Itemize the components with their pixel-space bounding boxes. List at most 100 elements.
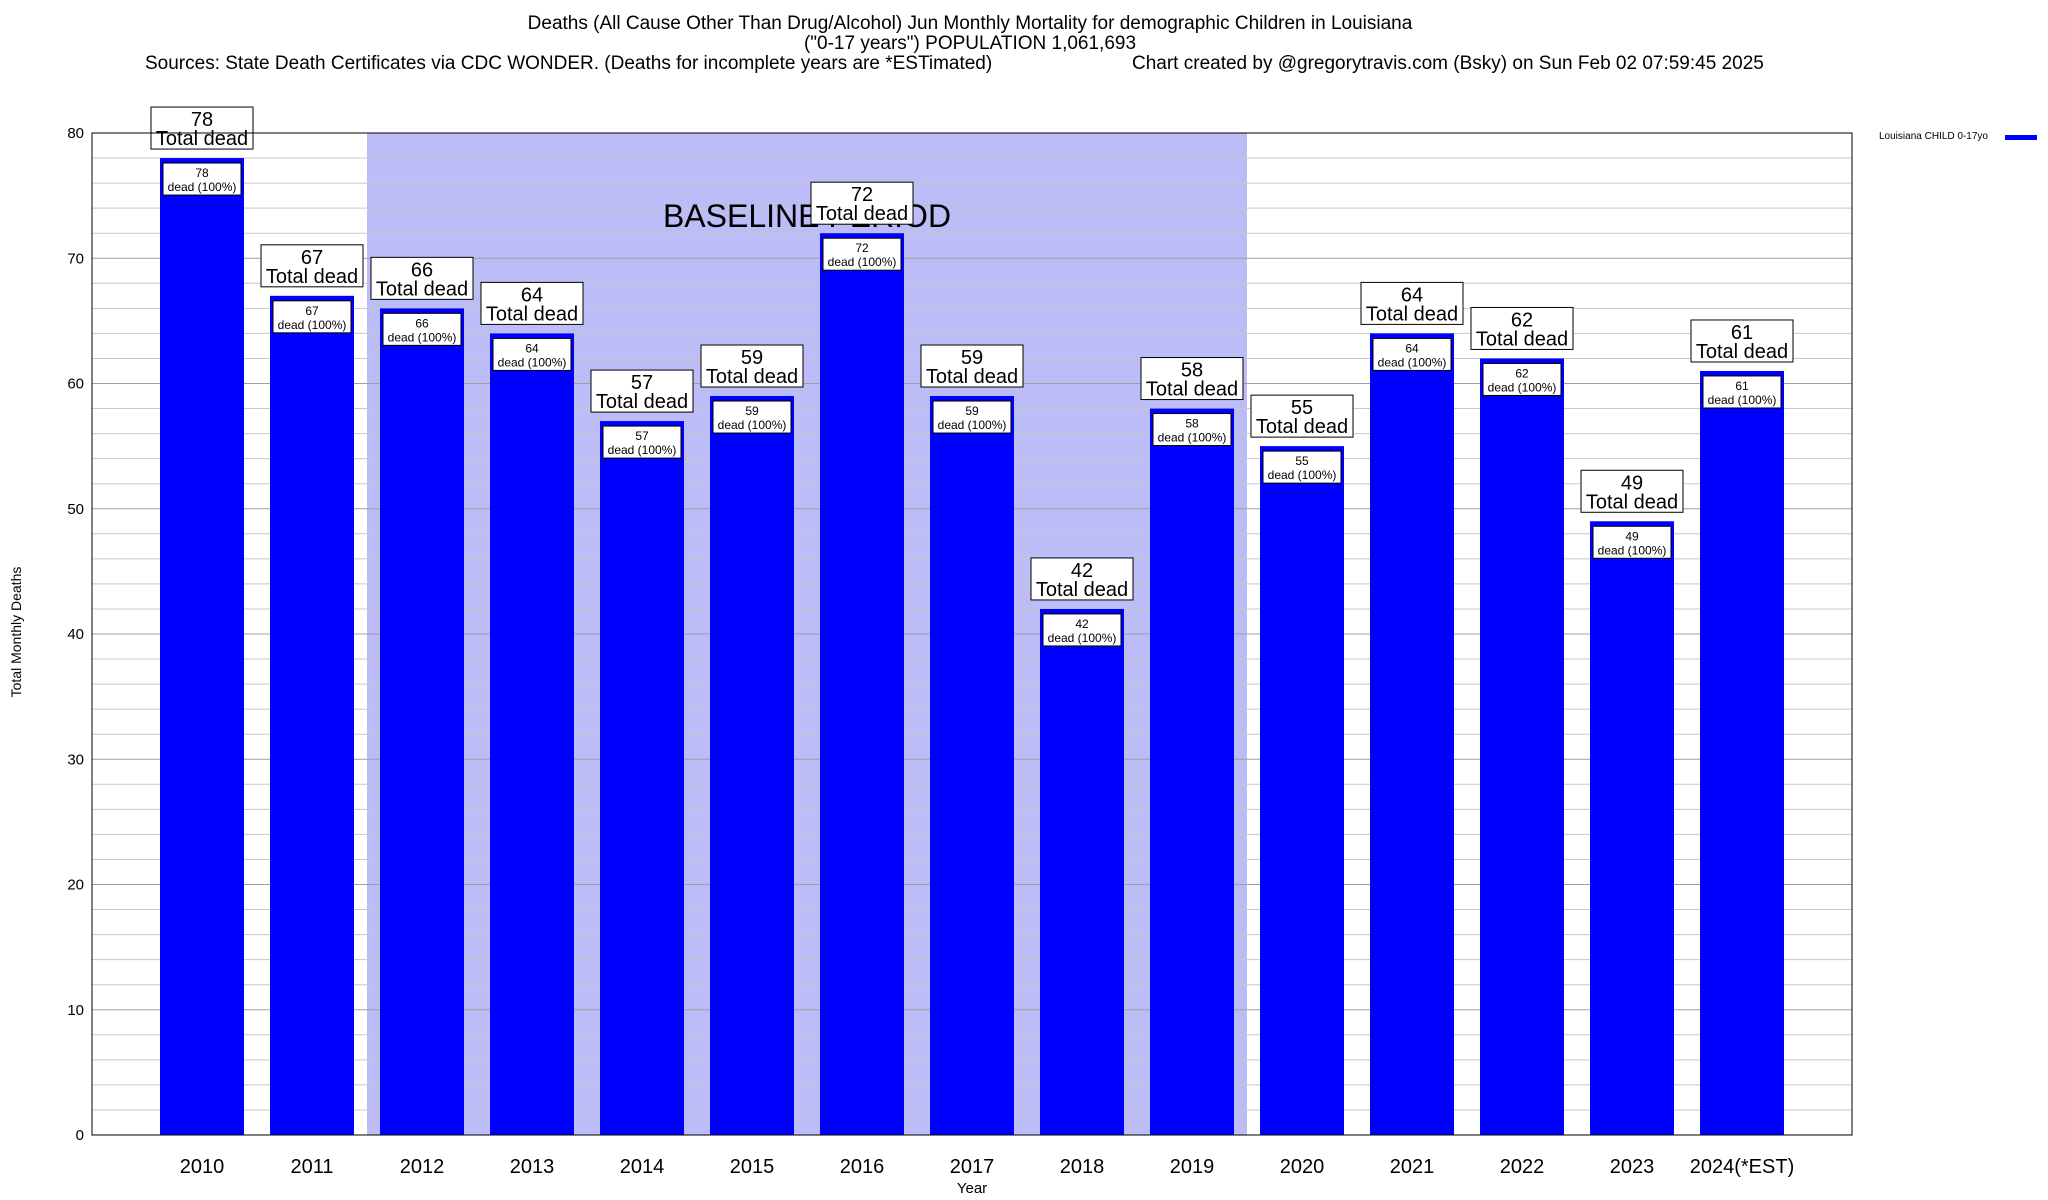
- bar-inner-label: dead (100%): [388, 330, 457, 344]
- bar-inner-label: dead (100%): [1378, 355, 1447, 369]
- y-tick-label: 20: [67, 877, 84, 894]
- total-label-box: [1360, 281, 1464, 325]
- total-label-box: [1030, 557, 1134, 601]
- bar-inner-value: 59: [965, 404, 979, 418]
- bar-total-label: Total dead: [1476, 328, 1568, 350]
- inner-label-box: [1042, 613, 1122, 647]
- total-label-box: [1580, 469, 1684, 513]
- bar: [1150, 408, 1234, 1135]
- bar-total-value: 42: [1071, 560, 1093, 582]
- bar-total-label: Total dead: [1256, 416, 1348, 438]
- bar-total-label: Total dead: [1696, 341, 1788, 363]
- bar-inner-value: 55: [1295, 454, 1309, 468]
- bar-total-value: 64: [521, 284, 543, 306]
- x-tick-label: 2015: [730, 1156, 775, 1178]
- x-axis-label: Year: [956, 1180, 988, 1197]
- inner-label-box: [162, 162, 242, 196]
- plot-frame: [91, 132, 1853, 1136]
- inner-label-box: [272, 300, 352, 334]
- bar-total-value: 55: [1291, 397, 1313, 419]
- inner-label-box: [932, 400, 1012, 434]
- bar-inner-label: dead (100%): [1708, 393, 1777, 407]
- x-tick-label: 2023: [1610, 1156, 1655, 1178]
- x-tick-label: 2018: [1060, 1156, 1105, 1178]
- bar-total-label: Total dead: [1146, 379, 1238, 401]
- bar-inner-label: dead (100%): [608, 443, 677, 457]
- x-tick-label: 2019: [1170, 1156, 1215, 1178]
- bar-inner-label: dead (100%): [938, 418, 1007, 432]
- x-tick-label: 2020: [1280, 1156, 1325, 1178]
- bar-total-label: Total dead: [816, 203, 908, 225]
- inner-label-box: [822, 237, 902, 271]
- bar: [930, 396, 1014, 1135]
- chart-credit: Chart created by @gregorytravis.com (Bsk…: [1132, 53, 1764, 74]
- bar-total-label: Total dead: [596, 391, 688, 413]
- bar-total-value: 59: [961, 347, 983, 369]
- bar-inner-value: 58: [1185, 417, 1199, 431]
- bar: [270, 295, 354, 1135]
- bar: [1370, 333, 1454, 1135]
- bar: [600, 421, 684, 1135]
- total-label-box: [150, 106, 254, 150]
- bar-inner-value: 72: [855, 241, 869, 255]
- inner-label-box: [1702, 375, 1782, 409]
- inner-label-box: [1152, 413, 1232, 447]
- bar-inner-value: 61: [1735, 379, 1749, 393]
- y-tick-label: 50: [67, 501, 84, 518]
- total-label-box: [810, 181, 914, 225]
- total-label-box: [260, 244, 364, 288]
- bar-total-label: Total dead: [1586, 491, 1678, 513]
- x-tick-label: 2016: [840, 1156, 885, 1178]
- bar: [820, 233, 904, 1135]
- bar: [380, 308, 464, 1136]
- bar-inner-label: dead (100%): [1158, 431, 1227, 445]
- inner-label-box: [492, 337, 572, 371]
- bar-total-value: 57: [631, 372, 653, 394]
- bar-inner-label: dead (100%): [1488, 380, 1557, 394]
- bar: [1260, 446, 1344, 1135]
- bar: [710, 396, 794, 1135]
- y-tick-label: 80: [67, 125, 84, 142]
- inner-label-box: [1262, 450, 1342, 484]
- bar-inner-value: 42: [1075, 617, 1089, 631]
- bar-inner-label: dead (100%): [718, 418, 787, 432]
- bar-inner-value: 64: [525, 341, 539, 355]
- bar-total-label: Total dead: [1036, 579, 1128, 601]
- y-tick-label: 40: [67, 626, 84, 643]
- bar-total-label: Total dead: [1366, 303, 1458, 325]
- bar-inner-value: 66: [415, 316, 429, 330]
- x-tick-label: 2012: [400, 1156, 445, 1178]
- total-label-box: [590, 369, 694, 413]
- bar-total-label: Total dead: [706, 366, 798, 388]
- total-label-box: [1250, 394, 1354, 438]
- bar-total-value: 67: [301, 247, 323, 269]
- bar-inner-value: 64: [1405, 341, 1419, 355]
- x-tick-label: 2014: [620, 1156, 665, 1178]
- total-label-box: [700, 344, 804, 388]
- y-axis-label: Total Monthly Deaths: [8, 566, 24, 698]
- y-tick-label: 70: [67, 250, 84, 267]
- inner-label-box: [382, 312, 462, 346]
- x-tick-label: 2011: [290, 1156, 333, 1178]
- y-tick-label: 30: [67, 751, 84, 768]
- bar-inner-value: 59: [745, 404, 759, 418]
- x-tick-label: 2022: [1500, 1156, 1545, 1178]
- bar-inner-label: dead (100%): [278, 318, 347, 332]
- bar-inner-label: dead (100%): [828, 255, 897, 269]
- inner-label-box: [1592, 525, 1672, 559]
- bar: [1590, 521, 1674, 1135]
- bar-inner-value: 67: [305, 304, 319, 318]
- chart-sources: Sources: State Death Certificates via CD…: [145, 53, 993, 74]
- y-tick-label: 10: [67, 1002, 84, 1019]
- y-tick-label: 0: [76, 1127, 84, 1144]
- bar-total-label: Total dead: [156, 128, 248, 150]
- total-label-box: [1140, 357, 1244, 401]
- bar-inner-label: dead (100%): [168, 180, 237, 194]
- bar: [160, 158, 244, 1136]
- bar-total-value: 66: [411, 259, 433, 281]
- bar-inner-label: dead (100%): [1268, 468, 1337, 482]
- bar-inner-value: 62: [1515, 366, 1529, 380]
- bar-inner-value: 57: [635, 429, 649, 443]
- bar-inner-value: 78: [195, 166, 209, 180]
